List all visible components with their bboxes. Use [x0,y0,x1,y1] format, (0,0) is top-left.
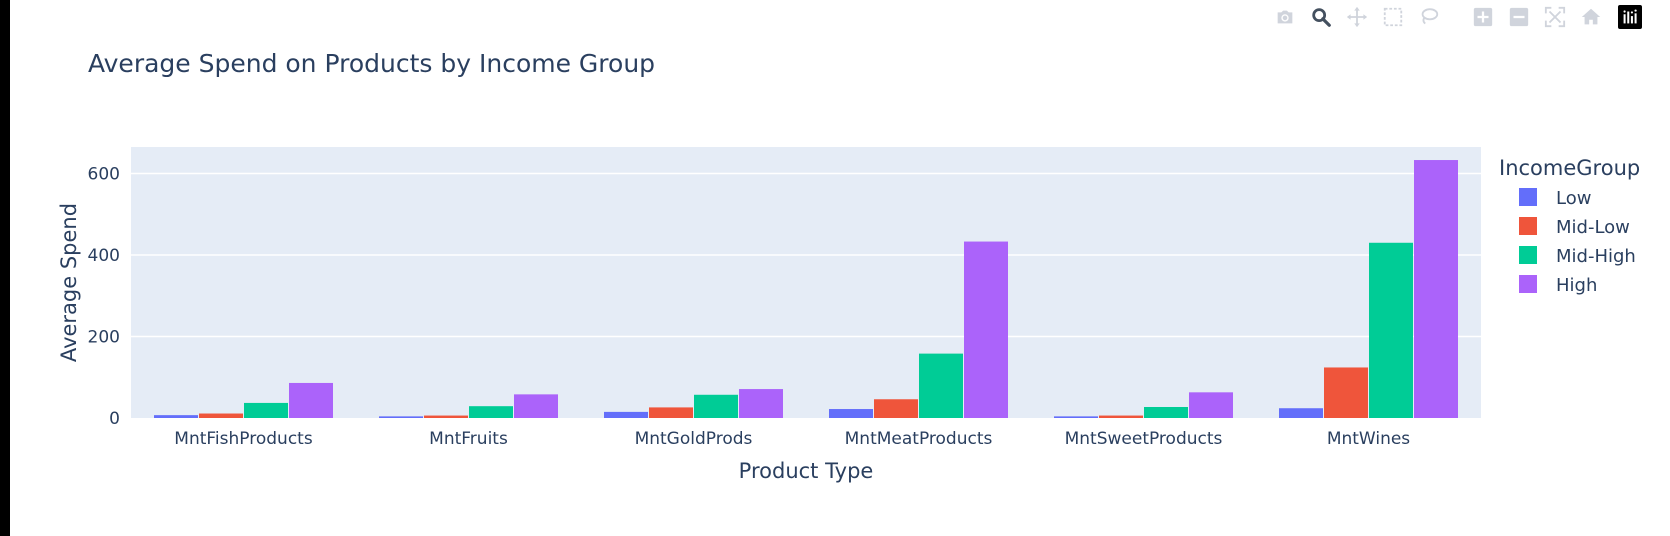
legend-title: IncomeGroup [1499,156,1640,180]
x-axis-label: Product Type [739,459,874,483]
bar[interactable] [424,415,468,418]
bar[interactable] [829,409,873,418]
autoscale-button[interactable] [1542,4,1568,30]
bar[interactable] [964,241,1008,418]
bar[interactable] [1279,408,1323,418]
zoom-icon [1312,8,1331,27]
x-tick-label: MntFishProducts [174,429,313,449]
legend-swatch[interactable] [1519,275,1537,293]
bar[interactable] [739,389,783,418]
plotly-logo[interactable] [1618,5,1642,29]
legend-item-label[interactable]: Low [1556,188,1591,209]
pan-button[interactable] [1344,4,1370,30]
bar[interactable] [1414,160,1458,419]
zoom-out-button[interactable] [1506,4,1532,30]
zoom-in-icon [1473,7,1493,27]
box-select-button[interactable] [1380,4,1406,30]
bar[interactable] [649,407,693,418]
reset-axes-button[interactable] [1578,4,1604,30]
zoom-button[interactable] [1308,4,1334,30]
modebar [1272,4,1652,30]
legend-swatch[interactable] [1519,217,1537,235]
bar[interactable] [199,413,243,418]
legend-swatch[interactable] [1519,188,1537,206]
y-axis-ticks: 0 200 400 600 [88,164,120,429]
chart-title: Average Spend on Products by Income Grou… [88,49,655,78]
bar[interactable] [379,416,423,418]
legend-item-label[interactable]: Mid-High [1556,246,1636,267]
plot-area[interactable] [131,147,1481,418]
legend-swatch[interactable] [1519,246,1537,264]
bar[interactable] [1324,367,1368,418]
y-tick-label: 200 [88,327,120,347]
download-plot-button[interactable] [1272,4,1298,30]
bar[interactable] [1099,415,1143,418]
bar-chart: Average Spend on Products by Income Grou… [57,49,1640,483]
bar[interactable] [514,394,558,418]
bar[interactable] [874,399,918,418]
y-tick-label: 400 [88,246,120,266]
legend-item-label[interactable]: High [1556,275,1597,296]
autoscale-icon [1544,6,1566,28]
bar[interactable] [1054,416,1098,418]
bar[interactable] [694,394,738,418]
bar[interactable] [469,406,513,418]
gridlines [131,172,1481,338]
y-tick-label: 0 [109,409,120,429]
pan-icon [1346,6,1368,28]
bars [154,160,1458,419]
zoom-out-icon [1509,7,1529,27]
zoom-in-button[interactable] [1470,4,1496,30]
x-axis-ticks: MntFishProducts MntFruits MntGoldProds MntM… [174,429,1410,449]
x-tick-label: MntMeatProducts [845,429,993,449]
bar[interactable] [1369,242,1413,418]
bar[interactable] [244,402,288,418]
bar[interactable] [154,415,198,418]
y-tick-label: 600 [88,164,120,184]
bar[interactable] [1144,406,1188,418]
camera-icon [1277,10,1293,24]
y-axis-label: Average Spend [57,203,81,362]
bar[interactable] [919,353,963,418]
legend: IncomeGroup Low Mid-Low Mid-High High [1499,156,1640,296]
lasso-select-button[interactable] [1416,4,1442,30]
x-tick-label: MntSweetProducts [1065,429,1223,449]
home-icon [1581,8,1601,25]
bar[interactable] [1189,392,1233,418]
bar[interactable] [289,382,333,418]
x-tick-label: MntWines [1327,429,1410,449]
lasso-select-icon [1421,8,1439,25]
x-tick-label: MntFruits [429,429,508,449]
x-tick-label: MntGoldProds [635,429,753,449]
box-select-icon [1383,7,1403,27]
plotly-logo-icon [1623,9,1637,24]
chart-container: Average Spend on Products by Income Grou… [10,0,1670,536]
legend-item-label[interactable]: Mid-Low [1556,217,1630,238]
bar[interactable] [604,411,648,418]
